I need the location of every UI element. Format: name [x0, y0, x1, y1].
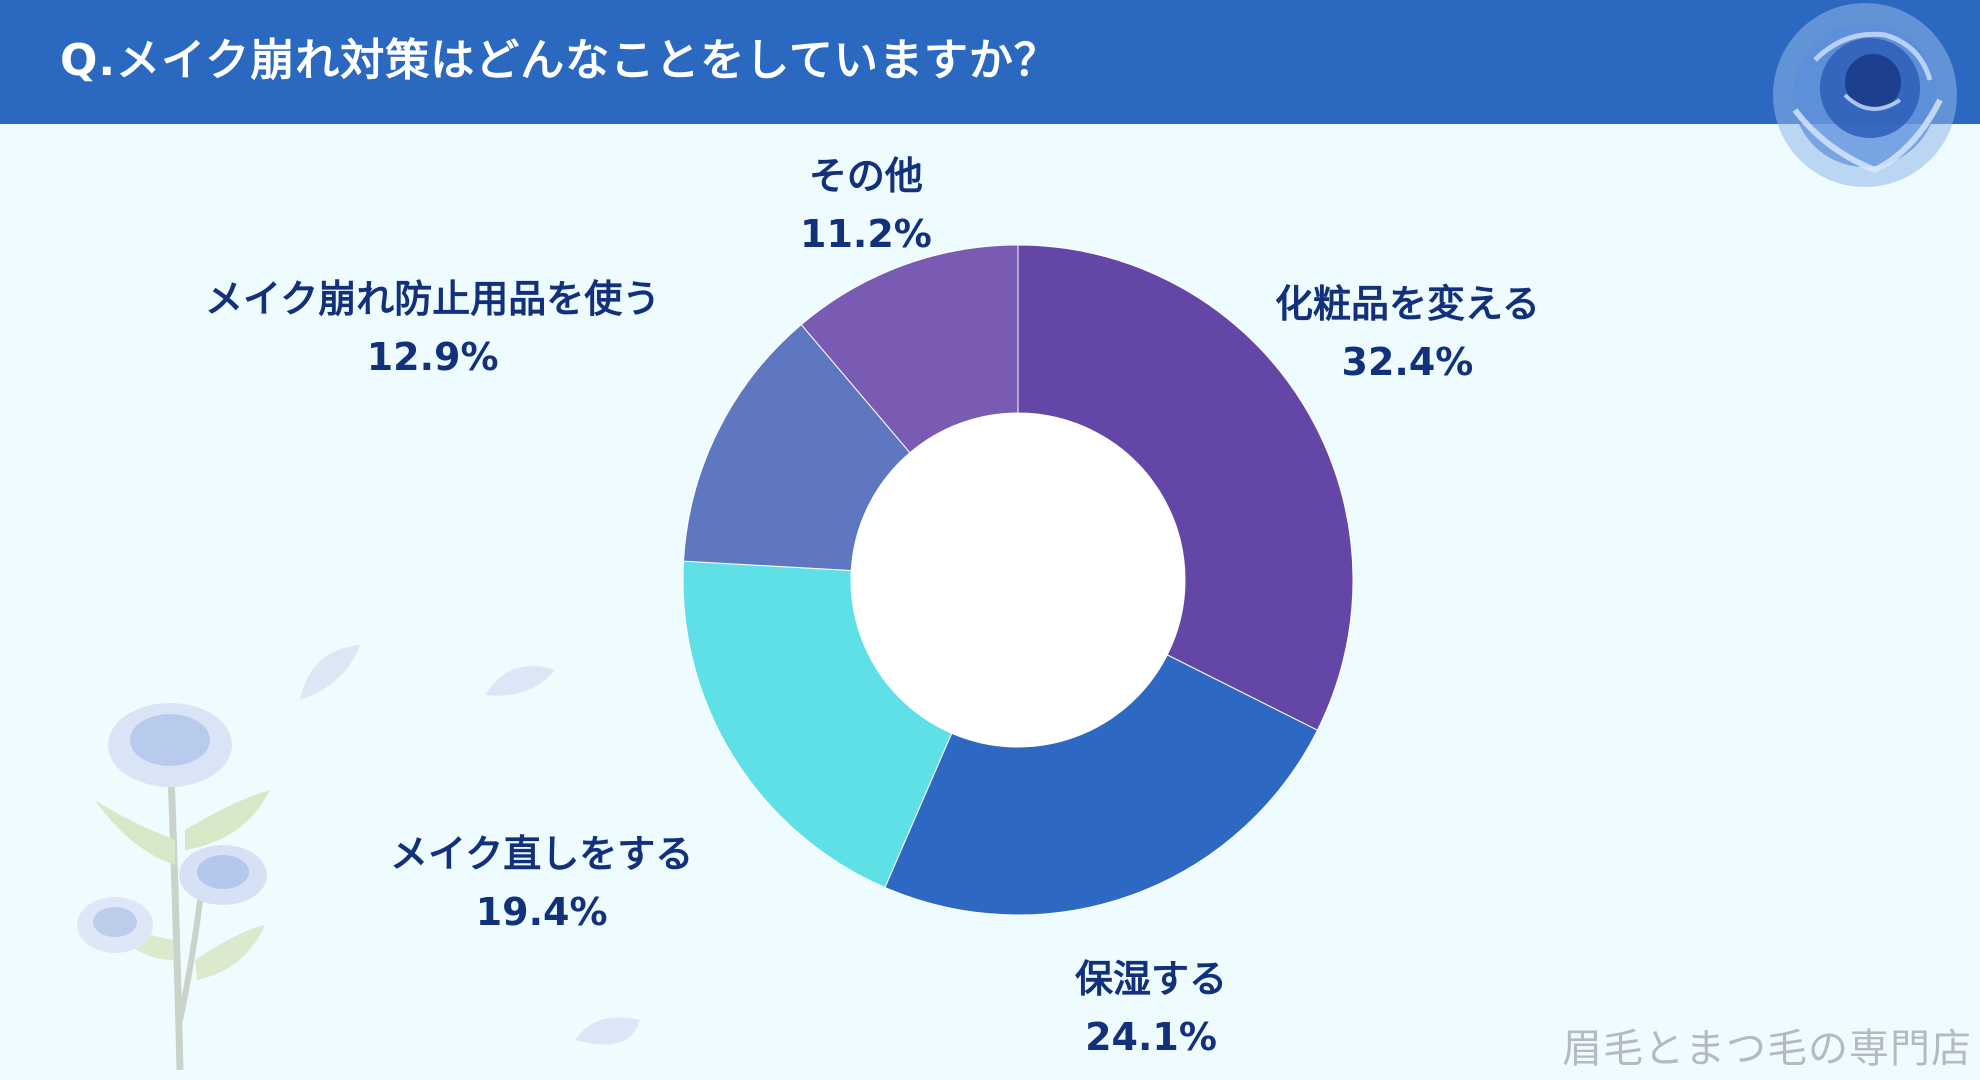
label-prevention: メイク崩れ防止用品を使う 12.9%	[205, 270, 660, 386]
title-bar: Q.メイク崩れ対策はどんなことをしていますか？	[0, 0, 1980, 124]
petal-icon	[300, 645, 360, 700]
label-other: その他 11.2%	[800, 147, 932, 263]
label-other-value: 11.2%	[800, 212, 932, 256]
label-touch-up-name: メイク直しをする	[390, 832, 694, 876]
petal-icon	[575, 1017, 640, 1045]
label-prevention-name: メイク崩れ防止用品を使う	[205, 277, 661, 321]
label-touch-up: メイク直しをする 19.4%	[390, 825, 693, 941]
label-touch-up-value: 19.4%	[475, 890, 608, 934]
petal-icon	[485, 665, 555, 696]
donut-hole	[851, 413, 1185, 747]
label-moisturize: 保湿する 24.1%	[1075, 950, 1227, 1066]
label-cosmetics-name: 化粧品を変える	[1275, 282, 1540, 326]
watermark: 眉毛とまつ毛の専門店	[1562, 1026, 1972, 1072]
label-other-name: その他	[808, 154, 923, 198]
label-prevention-value: 12.9%	[366, 335, 499, 379]
rose-branch-icon	[77, 703, 270, 1071]
label-moisturize-value: 24.1%	[1085, 1015, 1217, 1059]
page-title: Q.メイク崩れ対策はどんなことをしていますか？	[60, 35, 1059, 86]
label-moisturize-name: 保湿する	[1075, 957, 1228, 1001]
label-cosmetics: 化粧品を変える 32.4%	[1275, 275, 1540, 391]
blue-rose-icon	[1773, 3, 1957, 187]
label-cosmetics-value: 32.4%	[1341, 340, 1474, 384]
